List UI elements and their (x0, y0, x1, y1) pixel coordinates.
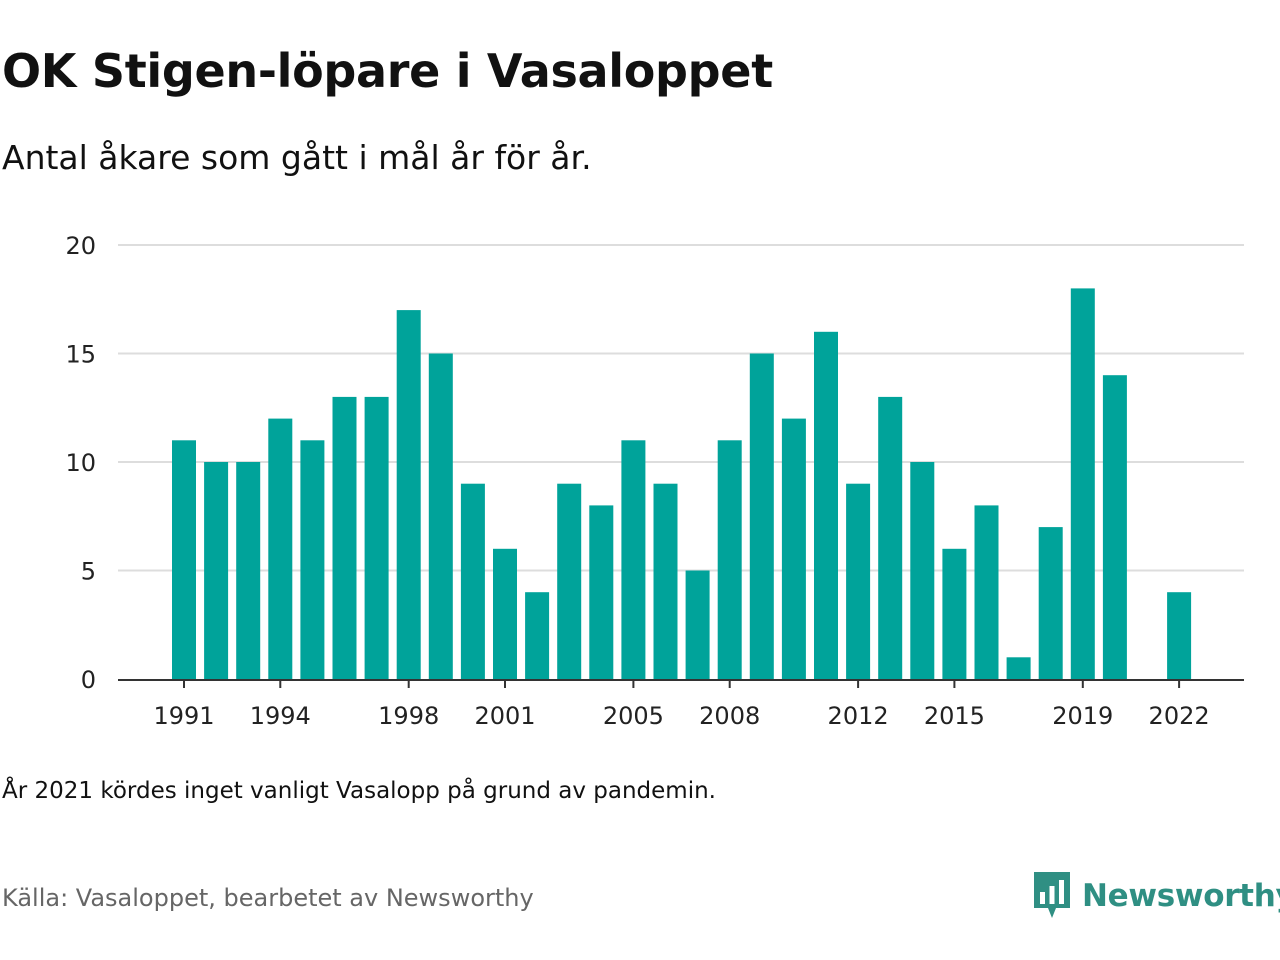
chart-note: År 2021 kördes inget vanligt Vasalopp på… (2, 778, 716, 804)
x-tick-label: 1991 (153, 702, 214, 730)
bar (460, 483, 485, 679)
bar (878, 396, 903, 679)
x-tick-label: 1994 (250, 702, 311, 730)
bar (621, 440, 646, 679)
chart-title: OK Stigen-löpare i Vasaloppet (2, 44, 773, 98)
bar (781, 418, 806, 679)
bar (1102, 375, 1127, 679)
bar (557, 483, 582, 679)
bar (300, 440, 325, 679)
y-tick-label: 5 (81, 558, 96, 586)
source-text: Källa: Vasaloppet, bearbetet av Newswort… (2, 884, 534, 912)
bar (172, 440, 196, 679)
bar (204, 462, 229, 679)
bar (493, 548, 517, 679)
x-tick-label: 1998 (378, 702, 439, 730)
bar (1070, 288, 1095, 679)
bar (717, 440, 742, 679)
x-tick-label: 2001 (474, 702, 535, 730)
brand-logo: Newsworthy (1032, 868, 1280, 924)
chart-subtitle: Antal åkare som gått i mål år för år. (2, 138, 592, 177)
x-tick-label: 2015 (924, 702, 985, 730)
bar (589, 505, 614, 679)
bar (1006, 657, 1031, 679)
bar (396, 310, 421, 679)
bar (525, 592, 550, 679)
bar (236, 462, 261, 679)
bar (653, 483, 678, 679)
bar (846, 483, 871, 679)
bar (332, 396, 357, 679)
brand-name: Newsworthy (1082, 878, 1280, 914)
y-tick-label: 15 (65, 341, 96, 369)
x-tick-label: 2008 (699, 702, 760, 730)
bar (268, 418, 293, 679)
bar (685, 570, 710, 679)
y-tick-label: 0 (81, 666, 96, 694)
bar (910, 462, 935, 679)
y-tick-label: 10 (65, 449, 96, 477)
y-tick-label: 20 (65, 232, 96, 260)
bar (1038, 527, 1063, 679)
bar (428, 353, 453, 679)
bar (942, 548, 967, 679)
bar (749, 353, 774, 679)
bar (1167, 592, 1192, 679)
newsworthy-bar-chart-logo-icon (1034, 872, 1070, 918)
x-tick-label: 2019 (1052, 702, 1113, 730)
bar (364, 396, 389, 679)
x-tick-label: 2012 (828, 702, 889, 730)
x-tick-label: 2005 (603, 702, 664, 730)
bar (974, 505, 999, 679)
x-tick-label: 2022 (1149, 702, 1210, 730)
bar (814, 331, 838, 679)
